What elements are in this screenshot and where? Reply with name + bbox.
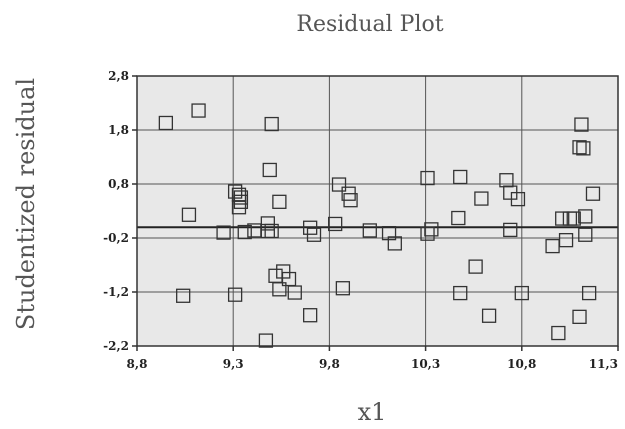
x-tick-label: 8,8 xyxy=(127,357,148,371)
plot-area xyxy=(137,76,618,346)
y-axis-ticks: 2,8 1,8 0,8 -0,2 -1,2 -2,2 xyxy=(103,69,137,353)
x-tick-label: 10,3 xyxy=(411,357,440,371)
x-tick-label: 10,8 xyxy=(507,357,536,371)
x-axis-ticks: 8,8 9,3 9,8 10,3 10,8 11,3 xyxy=(127,346,618,371)
x-axis-label: x1 xyxy=(358,398,387,426)
chart-title: Residual Plot xyxy=(296,12,443,37)
y-tick-label: 0,8 xyxy=(108,177,129,191)
y-tick-label: -1,2 xyxy=(103,285,129,299)
y-tick-label: 1,8 xyxy=(108,123,129,137)
x-tick-label: 9,3 xyxy=(223,357,244,371)
y-axis-label: Studentized residual xyxy=(12,78,40,330)
y-tick-label: -0,2 xyxy=(103,231,129,245)
x-tick-label: 9,8 xyxy=(319,357,340,371)
y-tick-label: 2,8 xyxy=(108,69,129,83)
x-tick-label: 11,3 xyxy=(589,357,618,371)
y-tick-label: -2,2 xyxy=(103,339,129,353)
